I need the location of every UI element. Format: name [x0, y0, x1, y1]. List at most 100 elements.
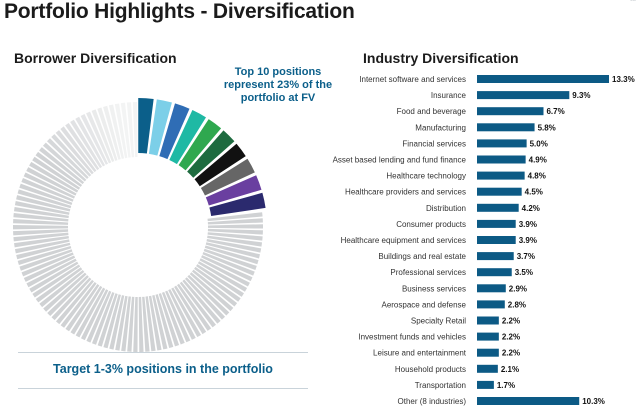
- page-title: Portfolio Highlights - Diversification: [4, 0, 355, 23]
- donut-segment-other: [13, 225, 69, 230]
- industry-label: Investment funds and vehicles: [358, 333, 466, 342]
- industry-value-label: 5.8%: [538, 123, 556, 132]
- industry-bar: [477, 155, 526, 164]
- donut-segment-other: [26, 258, 77, 288]
- donut-segment-other: [35, 267, 83, 303]
- donut-segment-other: [207, 232, 263, 241]
- donut-segment-other: [19, 183, 73, 205]
- industry-value-label: 6.7%: [546, 107, 564, 116]
- donut-segment-other: [207, 228, 263, 235]
- donut-segment-other: [187, 274, 230, 316]
- donut-segment-other: [91, 109, 115, 162]
- donut-segment-top-7: [194, 143, 246, 187]
- industry-label: Financial services: [402, 139, 466, 148]
- industry-value-label: 3.5%: [515, 268, 533, 277]
- donut-segment-other: [55, 130, 94, 175]
- donut-segment-other: [23, 172, 76, 199]
- industry-label: Household products: [395, 365, 466, 374]
- industry-label: Insurance: [431, 91, 467, 100]
- donut-segment-other: [126, 102, 135, 158]
- industry-label: Leisure and entertainment: [373, 349, 467, 358]
- industry-value-label: 10.3%: [582, 397, 605, 406]
- donut-segment-other: [121, 296, 131, 352]
- donut-segment-other: [202, 251, 255, 276]
- donut-segment-other: [145, 296, 156, 352]
- industry-bar: [477, 91, 570, 100]
- donut-segment-other: [127, 296, 135, 352]
- industry-bar: [477, 332, 499, 341]
- donut-segment-other: [207, 212, 263, 222]
- donut-segment-top-2: [148, 99, 172, 156]
- industry-value-label: 2.8%: [508, 300, 526, 309]
- industry-bar: [477, 123, 535, 132]
- donut-segment-top-3: [159, 103, 190, 160]
- industry-label: Manufacturing: [415, 123, 466, 132]
- donut-segment-other: [16, 195, 71, 212]
- donut-segment-other: [70, 285, 103, 335]
- donut-segment-other: [171, 287, 202, 338]
- industry-value-label: 13.3%: [612, 75, 635, 84]
- donut-segment-other: [197, 261, 248, 292]
- donut-segment-other: [80, 289, 109, 341]
- industry-bar: [477, 300, 505, 309]
- donut-segment-other: [161, 291, 185, 345]
- target-text: Target 1-3% positions in the portfolio: [53, 362, 273, 376]
- industry-bar: [477, 380, 494, 389]
- donut-segment-other: [39, 147, 85, 185]
- donut-segment-other: [21, 178, 74, 202]
- donut-segment-other: [120, 102, 131, 158]
- donut-segment-other: [207, 235, 263, 247]
- industry-value-label: 5.0%: [530, 139, 548, 148]
- borrower-donut-chart: [13, 98, 266, 352]
- donut-segment-other: [47, 275, 89, 317]
- donut-segment-other: [196, 264, 244, 297]
- industry-bar: [477, 397, 580, 405]
- industry-label: Professional services: [390, 268, 466, 277]
- industry-label: Healthcare equipment and services: [341, 236, 466, 245]
- donut-segment-other: [26, 167, 77, 196]
- industry-bar: [477, 284, 506, 293]
- donut-segment-other: [75, 287, 106, 338]
- donut-segment-top-5: [178, 119, 222, 171]
- donut-segment-other: [60, 126, 97, 173]
- industry-label: Healthcare technology: [386, 172, 466, 181]
- industry-value-label: 2.9%: [509, 284, 527, 293]
- donut-segment-other: [142, 296, 150, 352]
- industry-label: Distribution: [426, 204, 466, 213]
- donut-segment-other: [204, 245, 259, 265]
- industry-label: Transportation: [415, 381, 466, 390]
- donut-segment-other: [80, 114, 109, 165]
- donut-segment-other: [179, 281, 216, 328]
- donut-segment-other: [51, 134, 92, 177]
- donut-segment-other: [14, 201, 70, 215]
- donut-segment-other: [182, 279, 221, 324]
- borrower-diversification-title: Borrower Diversification: [14, 50, 177, 66]
- donut-segment-other: [103, 294, 121, 349]
- target-rule-bottom: [18, 388, 308, 389]
- donut-segment-other: [75, 116, 106, 167]
- industry-label: Healthcare providers and services: [345, 188, 466, 197]
- industry-value-label: 2.1%: [501, 365, 519, 374]
- donut-segment-other: [32, 156, 81, 190]
- donut-segment-other: [13, 212, 69, 222]
- donut-segment-other: [17, 245, 72, 266]
- donut-segment-other: [86, 290, 112, 343]
- industry-diversification-title: Industry Diversification: [363, 50, 519, 66]
- donut-segment-other: [103, 105, 121, 160]
- industry-bar: [477, 107, 544, 116]
- industry-value-label: 4.9%: [529, 156, 547, 165]
- industry-bar: [477, 236, 516, 244]
- donut-segment-other: [138, 296, 144, 352]
- donut-segment-top-8: [200, 158, 255, 196]
- industry-label: Internet software and services: [359, 75, 466, 84]
- donut-segment-other: [13, 219, 69, 225]
- donut-segment-other: [176, 283, 212, 331]
- donut-segment-other: [205, 242, 260, 259]
- industry-value-label: 4.2%: [522, 204, 540, 213]
- donut-segment-other: [13, 206, 69, 219]
- donut-segment-other: [19, 249, 73, 271]
- industry-bar: [477, 316, 499, 325]
- donut-segment-other: [16, 242, 71, 260]
- donut-segment-other: [29, 261, 79, 293]
